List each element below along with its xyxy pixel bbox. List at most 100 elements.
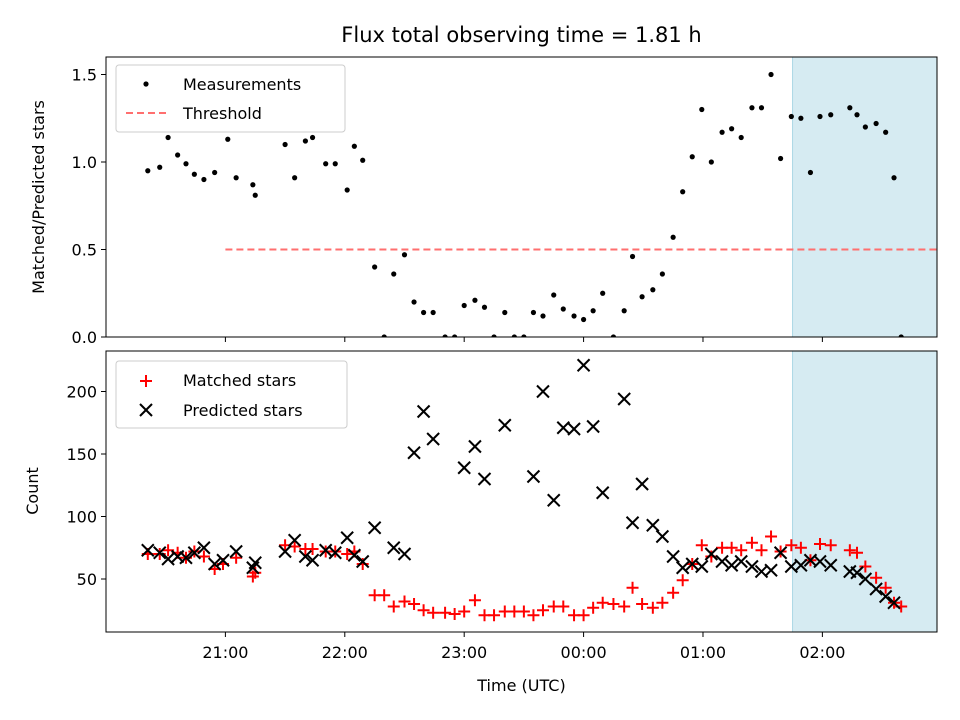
measurement-point bbox=[798, 115, 804, 121]
measurement-point bbox=[233, 175, 239, 181]
matched-star-point bbox=[765, 530, 778, 543]
measurement-point bbox=[344, 187, 350, 193]
predicted-star-point bbox=[646, 518, 660, 532]
measurement-point bbox=[807, 169, 814, 176]
measurement-point bbox=[183, 161, 189, 167]
matched-star-point bbox=[755, 544, 768, 557]
count-y-tick-label: 100 bbox=[66, 508, 97, 527]
ratio-y-tick-label: 1.5 bbox=[72, 66, 97, 85]
matched-star-point bbox=[387, 600, 400, 613]
measurement-point bbox=[639, 294, 645, 300]
matched-star-point bbox=[527, 609, 540, 622]
matched-star-point bbox=[646, 601, 659, 614]
measurement-point bbox=[212, 169, 218, 176]
predicted-star-point bbox=[248, 556, 262, 570]
measurement-point bbox=[551, 292, 557, 298]
matched-star-point bbox=[439, 606, 452, 619]
matched-star-point bbox=[725, 541, 738, 554]
matched-star-point bbox=[667, 586, 680, 599]
matched-star-point bbox=[557, 600, 570, 613]
matched-legend-marker bbox=[140, 375, 152, 387]
predicted-star-point bbox=[850, 566, 864, 580]
count-legend-box bbox=[115, 360, 348, 429]
matched-star-point bbox=[517, 605, 530, 618]
measurement-point bbox=[621, 308, 627, 314]
predicted-star-point bbox=[407, 446, 421, 460]
predicted-star-point bbox=[536, 384, 550, 399]
measurement-point bbox=[481, 304, 488, 310]
measurement-point bbox=[817, 113, 823, 120]
measurement-point bbox=[828, 112, 834, 118]
count-panel-frame bbox=[105, 350, 938, 633]
measurement-point bbox=[282, 141, 288, 148]
predicted-star-point bbox=[179, 551, 193, 565]
x-tick-label: 01:00 bbox=[680, 643, 726, 662]
measurement-point bbox=[708, 159, 714, 165]
matched-star-point bbox=[356, 558, 369, 570]
count-y-axis-label: Count bbox=[23, 467, 42, 515]
predicted-star-point bbox=[887, 596, 901, 610]
measurement-point bbox=[738, 134, 744, 141]
matched-star-point bbox=[417, 604, 430, 617]
measurement-point bbox=[391, 271, 397, 277]
count-legend: Matched stars Predicted stars bbox=[115, 360, 348, 429]
matched-star-point bbox=[843, 544, 856, 557]
measurements-legend-marker bbox=[143, 81, 149, 87]
predicted-star-point bbox=[695, 559, 709, 574]
x-tick-label: 23:00 bbox=[441, 643, 487, 662]
ratio-y-tick-label: 0.5 bbox=[72, 241, 97, 260]
measurement-point bbox=[590, 308, 596, 314]
measurement-point bbox=[411, 299, 417, 305]
matched-star-point bbox=[824, 539, 837, 552]
predicted-star-point bbox=[547, 493, 561, 507]
measurement-point bbox=[729, 126, 735, 132]
measurement-point bbox=[201, 176, 207, 183]
predicted-star-point bbox=[367, 521, 382, 535]
predicted-star-point bbox=[773, 546, 788, 560]
count-y-tick-label: 150 bbox=[66, 445, 97, 464]
x-tick-label: 21:00 bbox=[202, 643, 248, 662]
measurement-point bbox=[372, 264, 378, 270]
matched-star-point bbox=[851, 546, 864, 559]
predicted-star-point bbox=[625, 516, 640, 530]
measurement-point bbox=[502, 309, 508, 316]
measurement-point bbox=[600, 290, 606, 296]
predicted-star-point bbox=[197, 541, 211, 555]
measurement-point bbox=[491, 334, 497, 337]
ratio-y-axis-label: Matched/Predicted stars bbox=[29, 100, 48, 294]
measurement-point bbox=[680, 189, 686, 195]
predicted-star-point bbox=[298, 549, 313, 564]
predicted-star-point bbox=[595, 486, 610, 500]
matched-star-point bbox=[408, 598, 421, 610]
matched-star-point bbox=[626, 581, 639, 594]
ratio-y-tick-label: 1.0 bbox=[72, 153, 97, 172]
predicted-star-point bbox=[715, 554, 729, 569]
matched-star-point bbox=[197, 550, 210, 563]
predicted-star-point bbox=[764, 563, 778, 577]
measurement-point bbox=[699, 106, 705, 113]
x-axis-label: Time (UTC) bbox=[476, 676, 565, 695]
ratio-panel: 0.0 0.5 1.0 1.5 Matched/Predicted stars Mea… bbox=[29, 56, 938, 347]
matched-star-point bbox=[676, 574, 689, 587]
measurement-point bbox=[883, 129, 889, 135]
x-tick-label: 00:00 bbox=[561, 643, 607, 662]
x-tick-label: 02:00 bbox=[799, 643, 845, 662]
predicted-star-point bbox=[207, 557, 222, 571]
measurement-point bbox=[430, 309, 436, 316]
measurement-point bbox=[540, 313, 546, 319]
predicted-star-point bbox=[704, 547, 719, 561]
matched-star-point bbox=[618, 600, 631, 613]
predicted-star-point bbox=[416, 404, 431, 419]
predicted-legend-label: Predicted stars bbox=[183, 401, 303, 420]
measurement-point bbox=[175, 152, 181, 158]
measurement-point bbox=[225, 136, 231, 142]
predicted-star-point bbox=[318, 543, 333, 557]
matched-star-point bbox=[813, 538, 826, 550]
measurement-point bbox=[401, 252, 408, 258]
measurement-point bbox=[250, 182, 256, 188]
predicted-star-point bbox=[794, 558, 808, 572]
measurement-point bbox=[309, 134, 316, 141]
predicted-star-point bbox=[387, 541, 401, 555]
predicted-star-point bbox=[161, 552, 175, 566]
predicted-star-point bbox=[153, 546, 167, 560]
